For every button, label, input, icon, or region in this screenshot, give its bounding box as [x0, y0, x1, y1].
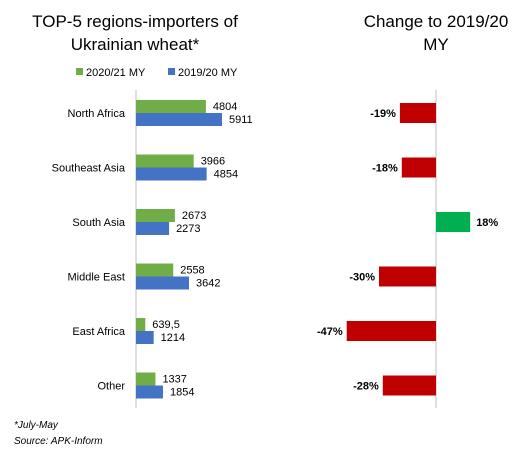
legend-label-2020-21-my: 2020/21 MY — [86, 67, 146, 79]
bar-2020-21-my-other — [136, 372, 156, 386]
change-chart: Change to 2019/20 MY -19% -18% 18% -30% -47%… — [317, 12, 508, 408]
data-label-2020-21-my-southeast-asia: 3966 — [201, 156, 225, 168]
bar-2019-20-my-south-asia — [136, 222, 170, 235]
category-label-north-africa: North Africa — [68, 108, 126, 120]
bar-2020-21-my-north-africa — [136, 100, 206, 113]
category-label-south-asia: South Asia — [72, 217, 125, 229]
bar-2020-21-my-south-asia — [136, 209, 175, 222]
change-label-middle-east: -30% — [349, 272, 375, 284]
imports-chart-title-line-2: Ukrainian wheat* — [71, 35, 200, 54]
chart-legend: 2020/21 MY 2019/20 MY — [76, 67, 238, 79]
change-label-south-asia: 18% — [476, 217, 498, 229]
bar-2019-20-my-north-africa — [136, 113, 222, 126]
data-label-2019-20-my-other: 1854 — [170, 387, 194, 399]
bar-2019-20-my-other — [136, 385, 163, 399]
change-bar-other — [382, 375, 436, 396]
change-label-southeast-asia: -18% — [372, 163, 398, 175]
source-note: Source: APK-Inform — [14, 436, 103, 447]
category-label-middle-east: Middle East — [68, 272, 125, 284]
category-labels: North Africa Southeast Asia South Asia Midd… — [52, 108, 126, 393]
category-label-other: Other — [97, 381, 125, 393]
bar-2020-21-my-middle-east — [136, 263, 174, 277]
data-label-2019-20-my-north-africa: 5911 — [229, 114, 253, 126]
change-chart-title-line-2: MY — [423, 35, 449, 54]
data-label-2019-20-my-east-africa: 1214 — [161, 332, 185, 344]
category-label-southeast-asia: Southeast Asia — [52, 163, 126, 175]
change-bar-north-africa — [399, 103, 436, 123]
change-bar-middle-east — [379, 266, 436, 287]
data-label-2020-21-my-north-africa: 4804 — [213, 101, 237, 113]
change-bar-southeast-asia — [401, 157, 436, 178]
legend-label-2019-20-my: 2019/20 MY — [178, 67, 238, 79]
data-label-2020-21-my-south-asia: 2673 — [182, 210, 206, 222]
bar-2019-20-my-east-africa — [136, 331, 154, 344]
change-bars: -19% -18% 18% -30% -47% -28% — [317, 103, 498, 396]
change-bar-east-africa — [346, 321, 436, 341]
change-label-other: -28% — [353, 381, 379, 393]
footnote: *July-May — [14, 420, 59, 431]
imports-chart-title-line-1: TOP-5 regions-importers of — [32, 12, 238, 31]
data-label-2020-21-my-east-africa: 639,5 — [152, 319, 180, 331]
data-label-2019-20-my-middle-east: 3642 — [196, 278, 220, 290]
bar-2019-20-my-southeast-asia — [136, 167, 207, 181]
change-label-north-africa: -19% — [370, 108, 396, 120]
bar-2019-20-my-middle-east — [136, 276, 189, 290]
legend-swatch-2019-20-my — [168, 68, 175, 75]
imports-chart: TOP-5 regions-importers of Ukrainian whe… — [32, 12, 253, 408]
legend-swatch-2020-21-my — [76, 68, 83, 75]
change-label-east-africa: -47% — [317, 326, 343, 338]
data-label-2020-21-my-middle-east: 2558 — [180, 265, 204, 277]
data-label-2019-20-my-southeast-asia: 4854 — [214, 169, 238, 181]
data-label-2019-20-my-south-asia: 2273 — [176, 223, 200, 235]
change-bar-south-asia — [436, 212, 471, 232]
bar-2020-21-my-east-africa — [136, 318, 146, 331]
change-chart-title-line-1: Change to 2019/20 — [364, 12, 509, 31]
bar-2020-21-my-southeast-asia — [136, 154, 194, 168]
category-label-east-africa: East Africa — [72, 326, 125, 338]
data-label-2020-21-my-other: 1337 — [162, 374, 186, 386]
